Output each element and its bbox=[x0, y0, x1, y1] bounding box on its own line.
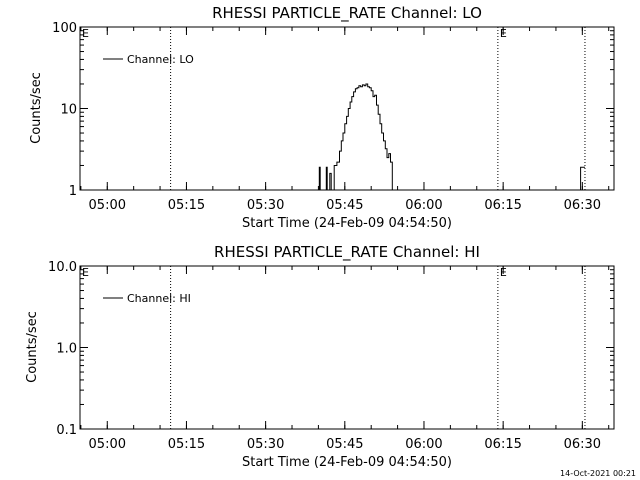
chart-title: RHESSI PARTICLE_RATE Channel: LO bbox=[212, 4, 482, 23]
y-tick-label: 100 bbox=[52, 21, 77, 36]
x-tick-label: 06:30 bbox=[564, 198, 601, 213]
y-tick-label: 1 bbox=[69, 184, 77, 199]
x-tick-label: 06:15 bbox=[484, 437, 521, 452]
series-group bbox=[318, 83, 585, 191]
y-tick-label: 0.1 bbox=[56, 423, 77, 438]
x-axis-label: Start Time (24-Feb-09 04:54:50) bbox=[242, 455, 452, 470]
series-line bbox=[318, 83, 393, 191]
panel-hi: RHESSI PARTICLE_RATE Channel: HI Counts/… bbox=[25, 243, 615, 470]
x-tick-label: 06:00 bbox=[405, 437, 442, 452]
x-ticks: 05:00 05:15 05:30 05:45 06:00 06:15 06:30 bbox=[80, 266, 610, 452]
x-tick-label: 05:15 bbox=[168, 198, 205, 213]
x-tick-label: 05:45 bbox=[326, 198, 363, 213]
x-tick-label: 06:00 bbox=[405, 198, 442, 213]
x-tick-label: 05:45 bbox=[326, 437, 363, 452]
event-lines: E bbox=[170, 266, 586, 429]
legend-label: Channel: LO bbox=[127, 53, 194, 66]
y-axis-label: Counts/sec bbox=[29, 72, 44, 144]
x-tick-label: 05:00 bbox=[89, 198, 126, 213]
x-tick-label: 06:30 bbox=[564, 437, 601, 452]
plot-frame bbox=[79, 265, 615, 430]
y-axis-label: Counts/sec bbox=[25, 311, 40, 383]
x-tick-label: 05:00 bbox=[89, 437, 126, 452]
event-lines: E bbox=[170, 27, 586, 190]
x-ticks: 05:00 05:15 05:30 05:45 06:00 06:15 06:30 bbox=[80, 27, 610, 213]
x-tick-label: 06:15 bbox=[484, 198, 521, 213]
y-ticks: 0.1 1.0 10.0 bbox=[48, 260, 614, 438]
legend-label: Channel: HI bbox=[127, 292, 191, 305]
y-tick-label: 1.0 bbox=[56, 342, 77, 357]
corner-label: E bbox=[82, 266, 89, 279]
x-axis-label: Start Time (24-Feb-09 04:54:50) bbox=[242, 216, 452, 231]
footer-timestamp: 14-Oct-2021 00:21 bbox=[560, 469, 636, 478]
series-line bbox=[577, 166, 585, 191]
x-tick-label: 05:30 bbox=[247, 437, 284, 452]
corner-label: E bbox=[82, 27, 89, 40]
event-label: E bbox=[500, 27, 507, 40]
x-tick-label: 05:15 bbox=[168, 437, 205, 452]
x-tick-label: 05:30 bbox=[247, 198, 284, 213]
y-tick-label: 10 bbox=[60, 103, 77, 118]
y-tick-label: 10.0 bbox=[48, 260, 77, 275]
plot-frame bbox=[79, 26, 615, 191]
event-label: E bbox=[500, 266, 507, 279]
chart-title: RHESSI PARTICLE_RATE Channel: HI bbox=[214, 243, 480, 262]
panel-lo: RHESSI PARTICLE_RATE Channel: LO Counts/… bbox=[29, 4, 615, 231]
y-ticks: 1 10 100 bbox=[52, 21, 614, 199]
